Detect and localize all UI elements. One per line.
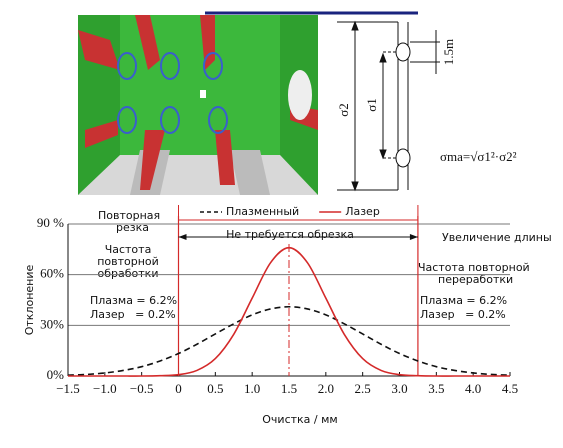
legend-label: Лазер (345, 205, 380, 218)
right-freq: Частота повторной (418, 261, 530, 274)
arrow-head (409, 234, 418, 240)
right-stat: Лазер = 0.2% (420, 308, 506, 321)
x-tick-label: 3.0 (391, 381, 407, 396)
arrow-head (178, 234, 187, 240)
x-tick-label: 1.0 (244, 381, 260, 396)
formula: σma=√σ1²·σ2² (440, 149, 517, 164)
left-freq: повторной (97, 255, 159, 268)
series-line (68, 246, 510, 377)
x-tick-label: 4.5 (502, 381, 518, 396)
x-tick-label: −0.5 (130, 381, 154, 396)
recut-label: Повторная (98, 209, 160, 222)
right-freq: переработки (438, 273, 513, 286)
y-tick-label: 60% (40, 266, 64, 281)
series-line (67, 305, 511, 376)
no-trim-label: Не требуется обрезка (226, 228, 354, 241)
x-tick-label: −1.5 (56, 381, 80, 396)
x-tick-label: 0 (175, 381, 182, 396)
render-image (78, 15, 318, 195)
left-freq: Частота (105, 243, 152, 256)
top-bracket (178, 205, 419, 221)
y-tick-label: 30% (40, 316, 64, 331)
right-stat: Плазма = 6.2% (420, 294, 507, 307)
y-tick-label: 90 % (37, 215, 64, 230)
distance-label: 1.5m (441, 39, 456, 65)
recut-label: резка (116, 221, 149, 234)
x-tick-label: 3.5 (428, 381, 444, 396)
sigma1-label: σ1 (364, 98, 379, 112)
sigma2-label: σ2 (336, 103, 351, 117)
left-freq: обработки (98, 267, 159, 280)
left-stat: Плазма = 6.2% (90, 294, 177, 307)
x-tick-label: 1.5 (281, 381, 297, 396)
length-label: Увеличение длины (442, 231, 552, 244)
left-stat: Лазер = 0.2% (90, 308, 176, 321)
x-tick-label: 2.0 (318, 381, 334, 396)
x-tick-label: 4.0 (465, 381, 481, 396)
schematic (337, 20, 440, 192)
y-tick-label: 0% (47, 367, 65, 382)
x-tick-label: −1.0 (93, 381, 117, 396)
x-tick-label: 2.5 (355, 381, 371, 396)
legend-label: Плазменный (226, 205, 299, 218)
x-axis-title: Очистка / мм (262, 413, 337, 426)
x-tick-label: 0.5 (207, 381, 223, 396)
y-axis-title: Отклонение (23, 265, 36, 336)
